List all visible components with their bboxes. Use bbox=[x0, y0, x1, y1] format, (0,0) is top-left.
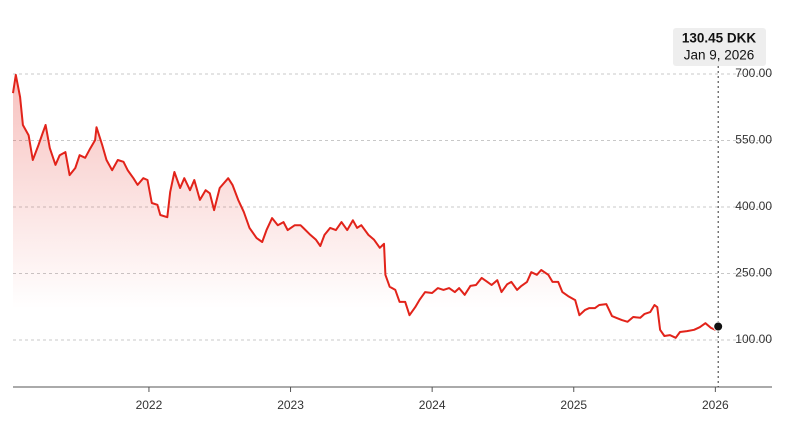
x-tick-label: 2023 bbox=[277, 398, 304, 412]
y-tick-label: 400.00 bbox=[735, 199, 772, 213]
y-tick-label: 100.00 bbox=[735, 332, 772, 346]
area bbox=[13, 74, 719, 388]
plot bbox=[12, 66, 724, 388]
y-tick-label: 700.00 bbox=[735, 66, 772, 80]
last-point bbox=[713, 321, 724, 332]
tooltip-date: Jan 9, 2026 bbox=[684, 48, 755, 63]
x-tick-label: 2024 bbox=[419, 398, 446, 412]
tooltip: 130.45 DKK Jan 9, 2026 bbox=[673, 28, 766, 66]
x-tick-label: 2026 bbox=[702, 398, 729, 412]
x-tick-label: 2025 bbox=[560, 398, 587, 412]
tooltip-value: 130.45 DKK bbox=[682, 31, 757, 46]
x-tick-label: 2022 bbox=[136, 398, 163, 412]
tooltip-box bbox=[673, 28, 766, 66]
price-line bbox=[12, 73, 719, 339]
y-tick-label: 550.00 bbox=[735, 133, 772, 147]
y-tick-label: 250.00 bbox=[735, 266, 772, 280]
